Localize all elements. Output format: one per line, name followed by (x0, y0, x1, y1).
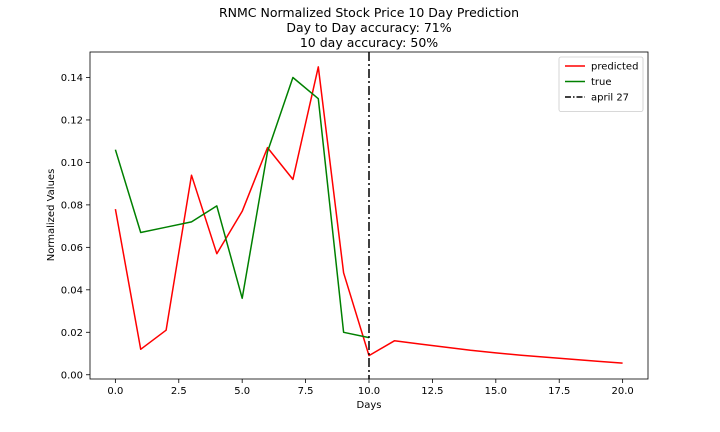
legend-label-true: true (591, 77, 612, 88)
y-tick-label: 0.12 (61, 115, 83, 126)
legend-label-predicted: predicted (591, 62, 638, 73)
y-tick-label: 0.14 (61, 73, 83, 84)
legend-label-april-27: april 27 (591, 93, 629, 104)
x-tick-label: 10.0 (358, 386, 380, 397)
chart-title-line-1: RNMC Normalized Stock Price 10 Day Predi… (219, 5, 519, 20)
y-tick-label: 0.08 (61, 200, 83, 211)
x-tick-label: 20.0 (612, 386, 634, 397)
series-line-true (114, 76, 370, 339)
x-tick-label: 12.5 (421, 386, 443, 397)
legend-box (558, 56, 644, 112)
x-axis-label: Days (357, 400, 382, 411)
y-axis-label: Normalized Values (46, 169, 57, 262)
x-tick-label: 17.5 (548, 386, 570, 397)
y-tick-label: 0.10 (61, 158, 83, 169)
legend: predicted true april 27 (558, 56, 644, 112)
x-tick-label: 15.0 (485, 386, 507, 397)
y-tick-label: 0.06 (61, 243, 83, 254)
x-tick-label: 0.0 (107, 386, 123, 397)
chart-title-line-3: 10 day accuracy: 50% (300, 35, 438, 50)
x-tick-label: 5.0 (234, 386, 250, 397)
y-tick-label: 0.04 (61, 285, 83, 296)
y-tick-label: 0.00 (61, 370, 83, 381)
chart-title-line-2: Day to Day accuracy: 71% (286, 20, 451, 35)
x-tick-label: 7.5 (298, 386, 314, 397)
chart-title: RNMC Normalized Stock Price 10 Day Predi… (219, 5, 519, 50)
x-tick-label: 2.5 (171, 386, 187, 397)
series-line-predicted (114, 66, 623, 364)
y-tick-label: 0.02 (61, 328, 83, 339)
plot-area: 0.0 2.5 5.0 7.5 10.0 12.5 15.0 17.5 20.0 0.00 0.02… (61, 51, 649, 397)
